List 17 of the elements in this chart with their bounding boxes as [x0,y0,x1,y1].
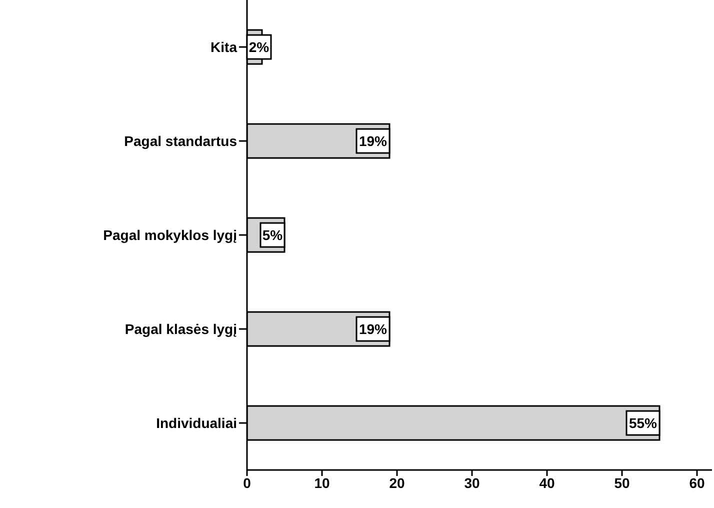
data-label: 5% [262,227,284,243]
x-tick-label: 40 [539,474,555,491]
x-tick-label: 30 [464,474,480,491]
y-tick-label: Pagal standartus [124,132,238,149]
data-label: 55% [628,415,658,431]
y-tick-label: Pagal mokyklos lygį [103,226,238,243]
y-tick-label: Pagal klasės lygį [124,320,238,337]
data-label: 2% [248,39,270,55]
data-label: 19% [358,321,388,337]
y-tick-label: Individualiai [156,414,237,431]
x-tick-label: 20 [389,474,405,491]
x-tick-label: 10 [314,474,330,491]
x-tick-label: 60 [689,474,705,491]
data-label: 19% [358,133,388,149]
x-tick-label: 50 [614,474,630,491]
x-tick-label: 0 [243,474,252,491]
y-tick-label: Kita [210,38,238,55]
